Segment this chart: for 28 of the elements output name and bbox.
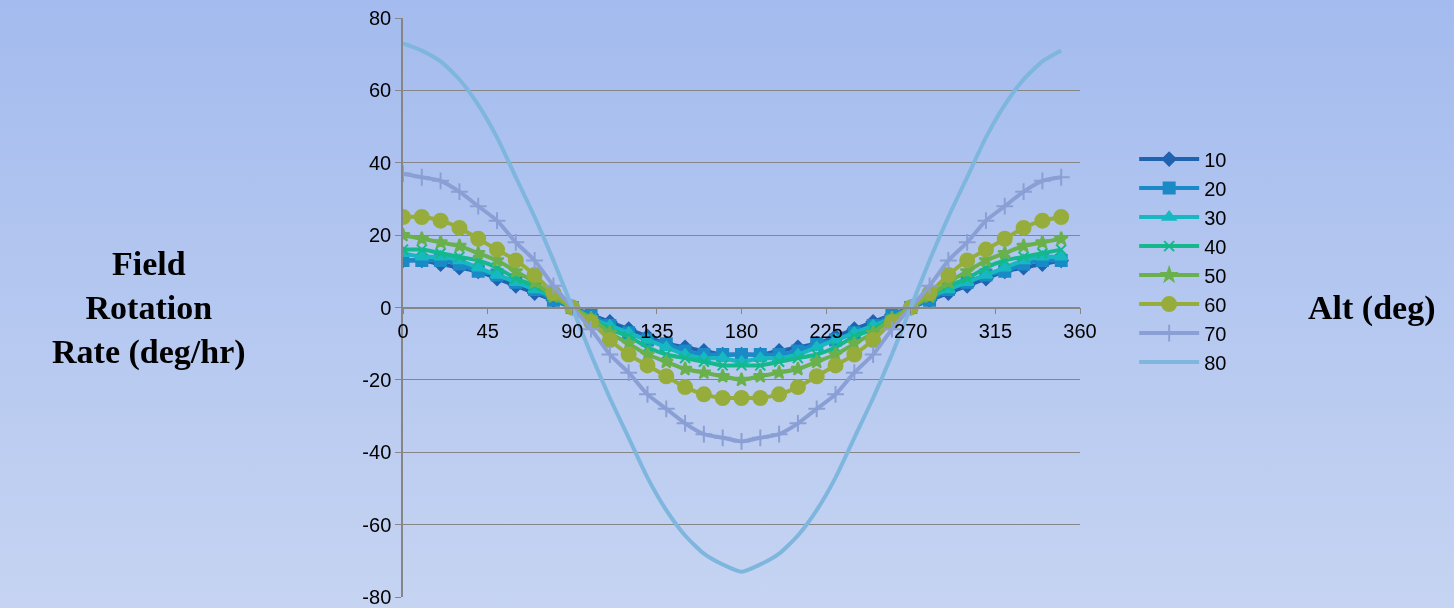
x-tick-label: 90 bbox=[561, 320, 584, 343]
legend-label: 40 bbox=[1204, 235, 1227, 258]
x-tick-label: 45 bbox=[476, 320, 499, 343]
x-tick-label: 225 bbox=[809, 320, 843, 343]
y-tick-label: -60 bbox=[362, 513, 392, 536]
x-tick-label: 135 bbox=[640, 320, 674, 343]
legend-title: Alt (deg) bbox=[1308, 289, 1436, 327]
y-tick-label: -80 bbox=[362, 586, 392, 608]
x-tick-label: 0 bbox=[397, 320, 409, 343]
y-tick-label: 0 bbox=[380, 296, 392, 319]
legend-label: 30 bbox=[1204, 206, 1227, 229]
legend-label: 70 bbox=[1204, 322, 1227, 345]
legend-label: 10 bbox=[1204, 148, 1227, 171]
x-tick-label: 270 bbox=[894, 320, 928, 343]
y-tick-label: 40 bbox=[369, 151, 392, 174]
y-tick-label: 20 bbox=[369, 224, 392, 247]
x-tick-label: 315 bbox=[978, 320, 1013, 343]
x-tick-label: 360 bbox=[1063, 320, 1097, 343]
y-tick-label: -20 bbox=[362, 368, 392, 391]
legend-label: 20 bbox=[1204, 177, 1227, 200]
legend-label: 50 bbox=[1204, 264, 1227, 287]
y-tick-label: 60 bbox=[369, 79, 392, 102]
y-tick-label: -40 bbox=[362, 441, 392, 464]
x-tick-label: 180 bbox=[724, 320, 759, 343]
legend-label: 80 bbox=[1204, 351, 1227, 374]
y-axis-title: Field Rotation Rate (deg/hr) bbox=[52, 245, 246, 372]
legend-label: 60 bbox=[1204, 293, 1227, 316]
y-tick-label: 80 bbox=[369, 7, 392, 29]
